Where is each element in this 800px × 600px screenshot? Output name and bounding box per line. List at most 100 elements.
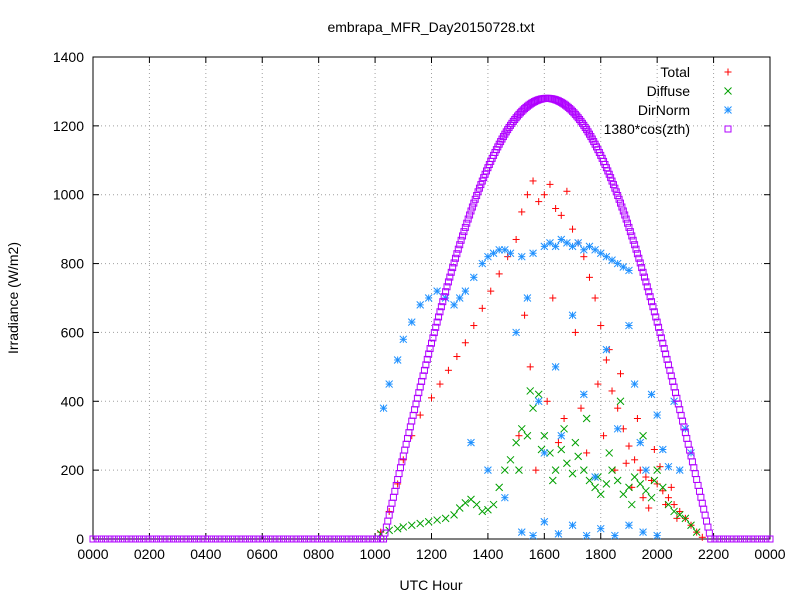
data-point xyxy=(659,487,667,495)
data-point xyxy=(675,466,684,474)
data-point xyxy=(630,473,639,481)
data-point xyxy=(632,245,640,253)
data-point xyxy=(165,535,173,543)
data-point xyxy=(611,184,619,192)
data-point xyxy=(500,466,509,474)
x-tick-label: 0400 xyxy=(190,546,221,562)
data-point xyxy=(636,259,644,267)
data-point xyxy=(577,404,585,412)
data-point xyxy=(633,415,641,422)
data-point xyxy=(216,535,224,543)
data-point xyxy=(457,236,465,244)
data-point xyxy=(478,259,487,268)
data-point xyxy=(425,350,433,358)
data-point xyxy=(229,535,237,543)
data-point xyxy=(608,466,616,474)
data-point xyxy=(422,361,430,369)
data-point xyxy=(655,323,663,331)
data-point xyxy=(608,177,616,185)
data-point xyxy=(416,411,424,419)
data-point xyxy=(495,270,503,278)
data-point xyxy=(428,339,435,347)
data-point xyxy=(568,469,577,478)
data-point xyxy=(174,535,182,543)
data-point xyxy=(546,449,554,457)
data-point xyxy=(614,192,622,200)
data-point xyxy=(664,361,672,369)
data-point xyxy=(663,355,671,363)
data-point xyxy=(630,380,639,388)
legend-marker xyxy=(724,106,732,114)
legend-marker xyxy=(724,87,732,95)
data-point xyxy=(675,511,684,519)
data-point xyxy=(653,318,661,326)
data-point xyxy=(554,529,563,538)
data-point xyxy=(93,535,101,543)
data-point xyxy=(423,355,431,363)
legend-marker xyxy=(724,125,732,133)
data-point xyxy=(296,535,304,543)
data-point xyxy=(551,466,560,474)
series-layer xyxy=(89,94,774,543)
data-point xyxy=(676,507,684,515)
data-point xyxy=(456,241,464,249)
x-tick-label: 0000 xyxy=(77,546,108,562)
data-point xyxy=(639,268,647,276)
data-point xyxy=(580,253,588,261)
data-point xyxy=(267,535,275,543)
data-point xyxy=(633,250,641,258)
x-axis-label: UTC Hour xyxy=(399,577,462,593)
data-point xyxy=(732,535,740,543)
data-point xyxy=(114,535,122,543)
data-point xyxy=(552,204,560,212)
data-point xyxy=(645,288,653,296)
y-tick-label: 1000 xyxy=(53,187,84,203)
y-tick-label: 400 xyxy=(61,393,85,409)
data-point xyxy=(642,473,650,481)
data-point xyxy=(664,494,672,502)
data-point xyxy=(426,345,434,353)
data-point xyxy=(443,283,451,291)
data-point xyxy=(322,535,330,543)
data-point xyxy=(250,535,258,543)
data-point xyxy=(136,535,144,543)
data-point xyxy=(642,486,650,495)
data-point xyxy=(549,294,557,302)
y-tick-label: 1400 xyxy=(53,49,84,65)
data-point xyxy=(602,345,611,354)
data-point xyxy=(551,363,560,371)
data-point xyxy=(591,294,599,302)
data-point xyxy=(301,535,309,543)
data-point xyxy=(453,353,461,361)
data-point xyxy=(442,288,450,296)
data-point xyxy=(638,264,646,272)
data-point xyxy=(659,339,667,347)
data-point xyxy=(653,531,662,540)
data-point xyxy=(548,476,557,485)
data-point xyxy=(433,516,441,524)
data-point xyxy=(430,329,438,337)
data-point xyxy=(313,535,321,543)
data-point xyxy=(625,483,633,492)
data-point xyxy=(305,535,313,543)
data-point xyxy=(571,438,580,447)
data-point xyxy=(622,215,630,223)
data-point xyxy=(640,273,648,281)
data-point xyxy=(646,293,654,301)
data-point xyxy=(585,476,594,485)
data-point xyxy=(631,456,639,464)
data-point xyxy=(471,195,479,203)
data-point xyxy=(262,535,270,543)
data-point xyxy=(642,278,650,286)
data-point xyxy=(563,187,571,195)
legend-label: DirNorm xyxy=(638,102,690,118)
data-point xyxy=(433,287,441,295)
y-tick-label: 800 xyxy=(61,256,85,272)
data-point xyxy=(653,411,662,419)
data-point xyxy=(424,294,433,302)
data-point xyxy=(579,466,588,474)
data-point xyxy=(439,298,447,306)
data-point xyxy=(394,480,402,488)
data-point xyxy=(368,535,376,543)
data-point xyxy=(161,535,169,543)
